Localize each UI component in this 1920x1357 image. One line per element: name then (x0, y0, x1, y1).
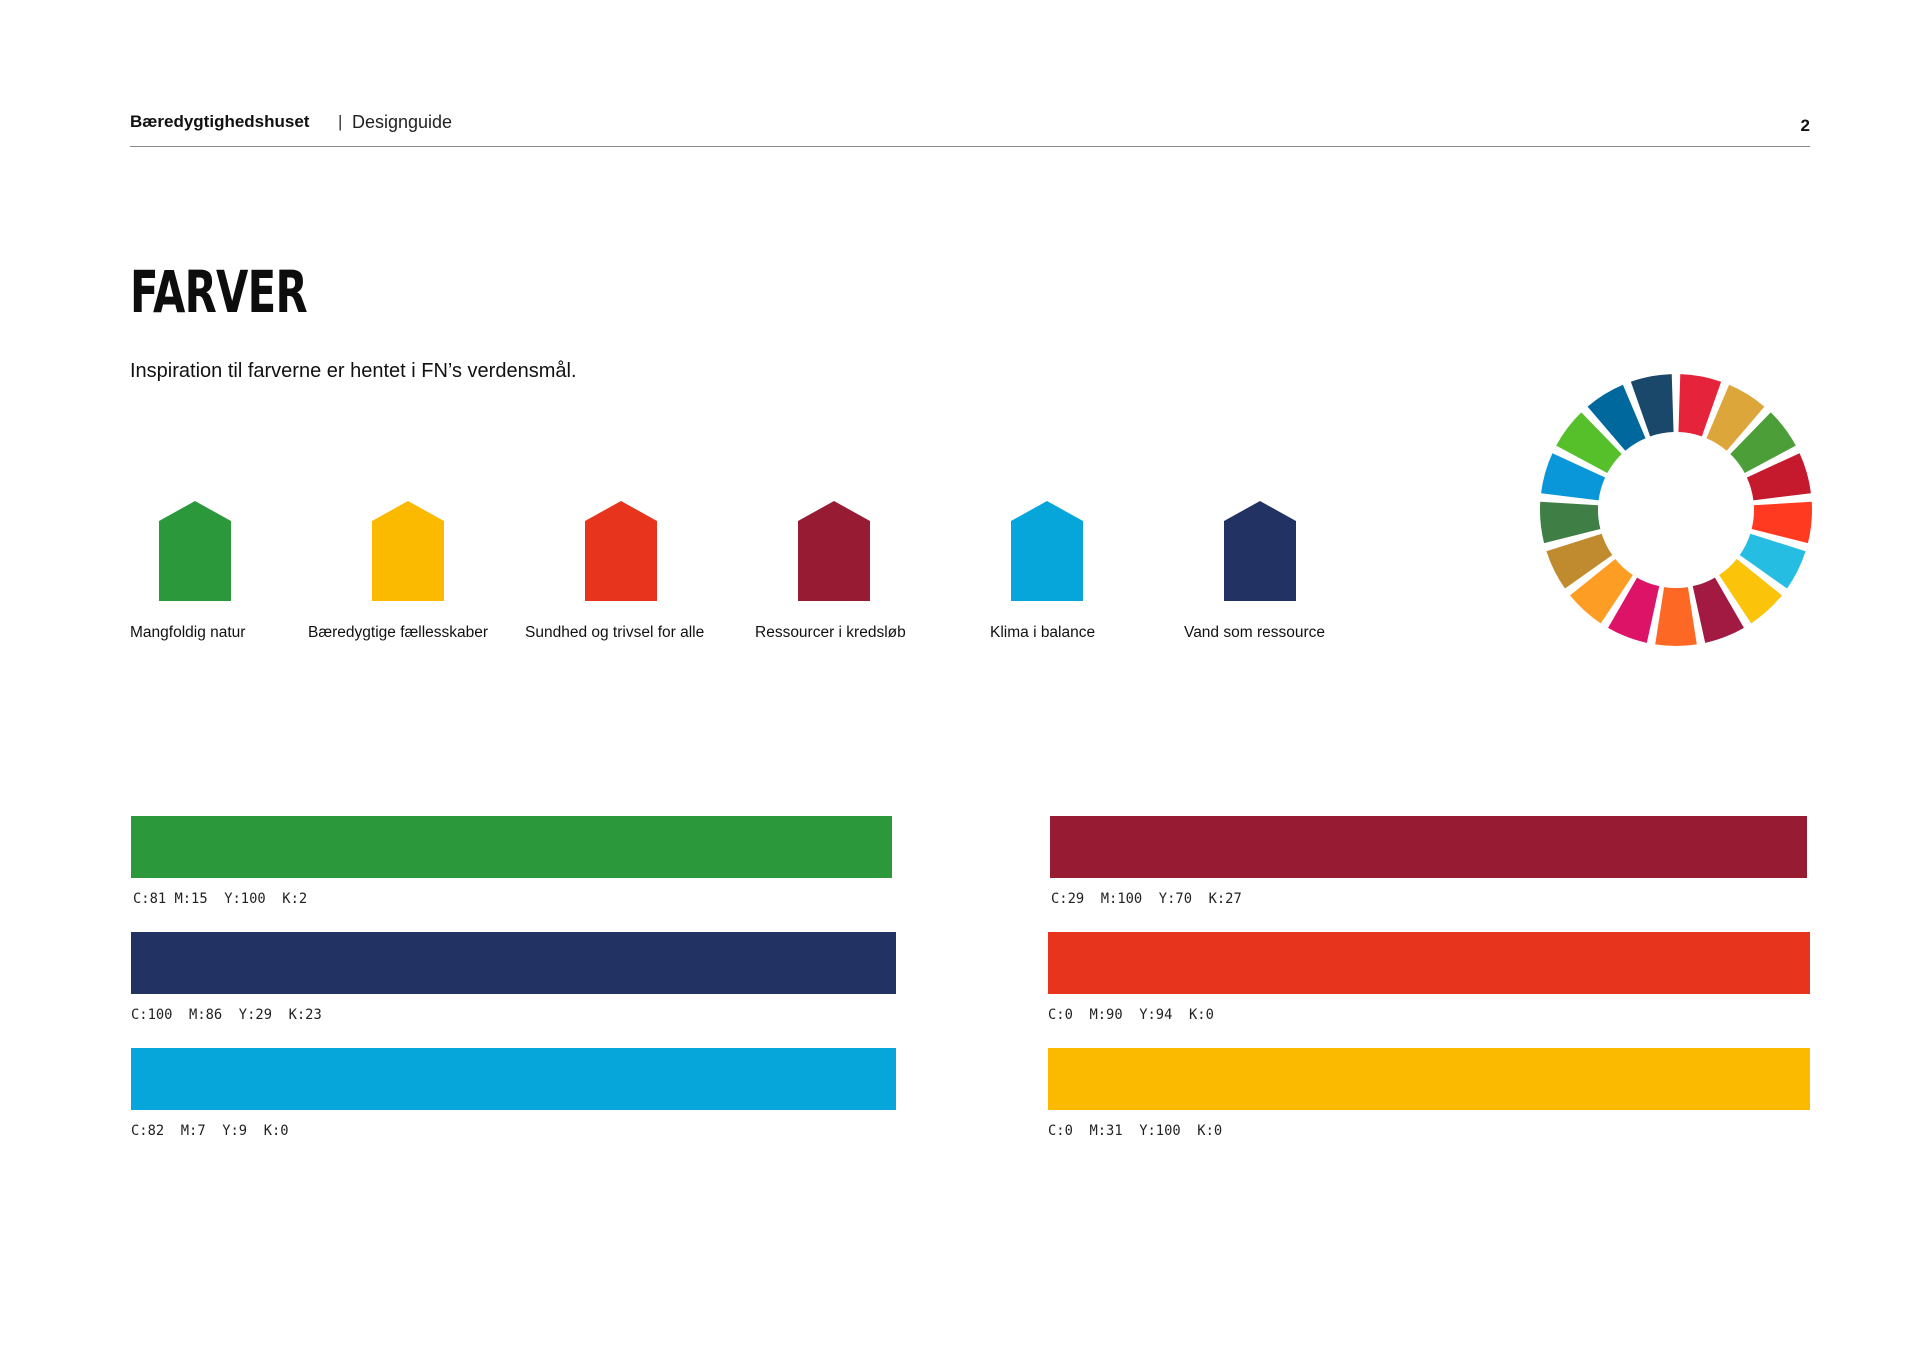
house-shape (1224, 501, 1296, 601)
wheel-segment (1719, 558, 1782, 624)
wheel-segment (1730, 412, 1796, 474)
wheel-segment (1751, 501, 1813, 544)
wheel-segment (1746, 453, 1811, 501)
wheel-segment (1556, 412, 1622, 474)
color-bar-green (131, 816, 892, 878)
header-separator: | (338, 112, 343, 131)
color-bar-burgundy (1050, 816, 1807, 878)
cmyk-label-cyan: C:82 M:7 Y:9 K:0 (131, 1123, 289, 1139)
color-bar-yellow (1048, 1048, 1810, 1110)
wheel-segment (1706, 384, 1765, 451)
cmyk-label-burgundy: C:29 M:100 Y:70 K:27 (1051, 891, 1242, 907)
wheel-segment (1541, 453, 1606, 501)
theme-label-mangfoldig-natur: Mangfoldig natur (130, 624, 246, 641)
house-icon-vand-som-ressource (1224, 501, 1296, 601)
house-shape (372, 501, 444, 601)
wheel-segment (1608, 577, 1660, 643)
theme-label-ressourcer-i-kredsloeb: Ressourcer i kredsløb (755, 624, 906, 641)
house-icon-ressourcer-i-kredsloeb (798, 501, 870, 601)
color-bar-navy (131, 932, 896, 994)
page-header: Bæredygtighedshuset | Designguide 2 (130, 112, 1810, 136)
wheel-segment (1539, 501, 1601, 544)
wheel-segment (1587, 384, 1646, 451)
house-icon-sundhed-og-trivsel (585, 501, 657, 601)
wheel-segment (1570, 558, 1633, 624)
cmyk-label-yellow: C:0 M:31 Y:100 K:0 (1048, 1123, 1223, 1139)
cmyk-label-navy: C:100 M:86 Y:29 K:23 (131, 1007, 322, 1023)
intro-text: Inspiration til farverne er hentet i FN’… (130, 360, 577, 382)
color-bar-cyan (131, 1048, 896, 1110)
house-icon-baeredygtige-faellesskaber (372, 501, 444, 601)
wheel-segment (1678, 374, 1722, 437)
house-shape (1011, 501, 1083, 601)
wheel-segment (1630, 374, 1674, 437)
house-shape (159, 501, 231, 601)
house-shape (798, 501, 870, 601)
wheel-segment (1546, 533, 1613, 589)
house-shape (585, 501, 657, 601)
color-bar-red (1048, 932, 1810, 994)
wheel-segment (1739, 533, 1806, 589)
header-divider (130, 146, 1810, 147)
sdg-color-wheel (1539, 374, 1813, 646)
house-icon-mangfoldig-natur (159, 501, 231, 601)
cmyk-label-green: C:81 M:15 Y:100 K:2 (133, 891, 308, 907)
wheel-segment (1655, 587, 1697, 646)
cmyk-label-red: C:0 M:90 Y:94 K:0 (1048, 1007, 1214, 1023)
house-icon-klima-i-balance (1011, 501, 1083, 601)
theme-label-sundhed-og-trivsel: Sundhed og trivsel for alle (525, 624, 705, 641)
wheel-segment (1692, 577, 1744, 643)
theme-label-baeredygtige-faellesskaber: Bæredygtige fællesskaber (308, 624, 489, 641)
theme-label-vand-som-ressource: Vand som ressource (1184, 624, 1325, 641)
page-title: FARVER (130, 258, 308, 326)
theme-label-klima-i-balance: Klima i balance (990, 624, 1096, 641)
page-number: 2 (1800, 116, 1810, 135)
brand-name: Bæredygtighedshuset (130, 112, 310, 131)
document-subtitle: Designguide (352, 112, 453, 132)
